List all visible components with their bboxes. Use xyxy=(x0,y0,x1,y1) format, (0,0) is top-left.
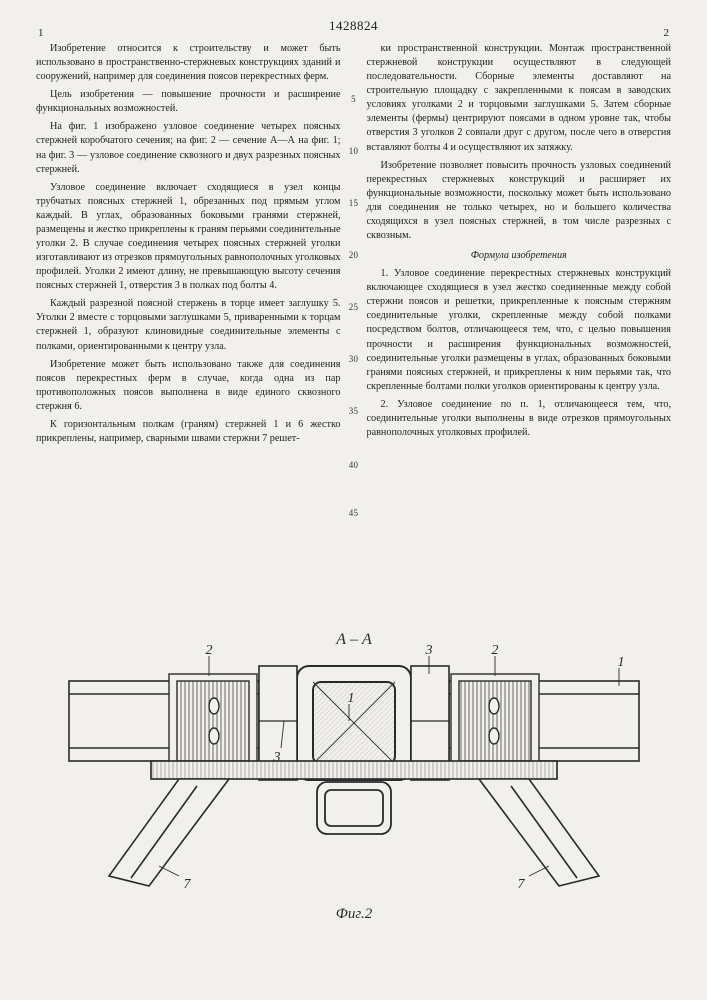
line-marker: 15 xyxy=(344,198,364,208)
ref-3: 3 xyxy=(272,750,280,765)
ref-2: 2 xyxy=(205,643,212,658)
figure-2: А – А xyxy=(36,626,671,926)
para: Цель изобретения — повышение прочности и… xyxy=(36,88,341,116)
para: Каждый разрезной поясной стержень в торц… xyxy=(36,297,341,353)
claim: 2. Узловое соединение по п. 1, отличающе… xyxy=(367,398,672,440)
para: Изобретение относится к строительству и … xyxy=(36,42,341,84)
line-marker: 45 xyxy=(344,508,364,518)
para: Изобретение может быть использовано такж… xyxy=(36,358,341,414)
line-marker: 25 xyxy=(344,302,364,312)
para: Узловое соединение включает сходящиеся в… xyxy=(36,181,341,294)
line-marker: 10 xyxy=(344,146,364,156)
para: К горизонтальным полкам (граням) стержне… xyxy=(36,418,341,446)
ref-7: 7 xyxy=(517,877,525,892)
ref-1: 1 xyxy=(347,691,354,706)
ref-7: 7 xyxy=(183,877,191,892)
claim: 1. Узловое соединение перекрестных стерж… xyxy=(367,267,672,394)
col-num-right: 2 xyxy=(664,26,670,41)
ref-3: 3 xyxy=(424,643,432,658)
para: Изобретение позволяет повысить прочность… xyxy=(367,159,672,243)
left-column: 1 Изобретение относится к строительству … xyxy=(36,42,341,610)
section-label: А – А xyxy=(335,631,372,648)
ref-2: 2 xyxy=(491,643,498,658)
line-marker: 5 xyxy=(344,94,364,104)
claims-title: Формула изобретения xyxy=(367,249,672,263)
figure-svg: А – А xyxy=(59,626,649,926)
para: На фиг. 1 изображено узловое соединение … xyxy=(36,120,341,176)
col-num-left: 1 xyxy=(38,26,44,41)
figure-caption: Фиг.2 xyxy=(335,906,372,922)
text-columns: 1 Изобретение относится к строительству … xyxy=(36,42,671,610)
para: ки пространственной конструкции. Монтаж … xyxy=(367,42,672,155)
line-marker: 30 xyxy=(344,354,364,364)
line-marker: 20 xyxy=(344,250,364,260)
doc-number: 1428824 xyxy=(36,18,671,34)
line-marker: 35 xyxy=(344,406,364,416)
line-marker: 40 xyxy=(344,460,364,470)
ref-1: 1 xyxy=(617,655,624,670)
right-column: 2 ки пространственной конструкции. Монта… xyxy=(367,42,672,610)
